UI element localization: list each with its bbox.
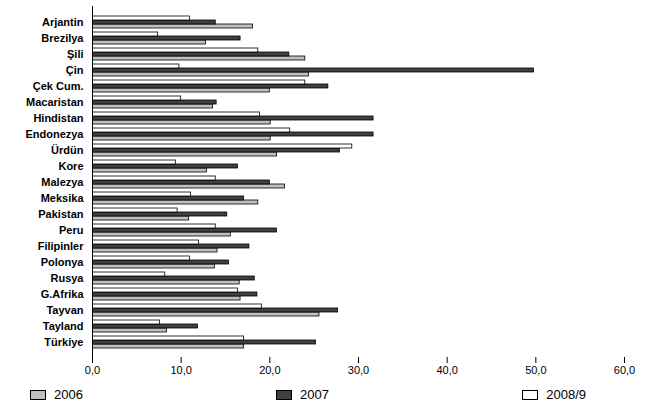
svg-text:Türkiye: Türkiye: [44, 336, 83, 348]
svg-text:0,0: 0,0: [85, 364, 100, 376]
svg-text:G.Afrika: G.Afrika: [41, 288, 85, 300]
svg-text:Meksika: Meksika: [41, 192, 85, 204]
svg-text:Endonezya: Endonezya: [25, 128, 84, 140]
svg-text:Çin: Çin: [66, 64, 84, 76]
svg-text:60,0: 60,0: [614, 364, 635, 376]
svg-text:Rusya: Rusya: [50, 272, 84, 284]
svg-text:Hindistan: Hindistan: [33, 112, 83, 124]
svg-text:Çek Cum.: Çek Cum.: [33, 80, 84, 92]
svg-text:50,0: 50,0: [525, 364, 546, 376]
svg-text:10,0: 10,0: [170, 364, 191, 376]
html-text:2006: 2006: [54, 387, 83, 402]
svg-text:Peru: Peru: [59, 224, 83, 236]
svg-text:Kore: Kore: [58, 160, 83, 172]
svg-text:Polonya: Polonya: [41, 256, 85, 268]
svg-text:Macaristan: Macaristan: [26, 96, 84, 108]
svg-text:Ürdün: Ürdün: [51, 144, 84, 156]
svg-text:Brezilya: Brezilya: [41, 32, 84, 44]
svg-text:Malezya: Malezya: [41, 176, 84, 188]
svg-text:Arjantin: Arjantin: [42, 16, 84, 28]
svg-text:Pakistan: Pakistan: [38, 208, 84, 220]
svg-text:Filipinler: Filipinler: [38, 240, 85, 252]
svg-text:Tayvan: Tayvan: [46, 304, 83, 316]
svg-text:Tayland: Tayland: [43, 320, 84, 332]
svg-text:20,0: 20,0: [259, 364, 280, 376]
html-text:2007: 2007: [300, 387, 329, 402]
svg-text:30,0: 30,0: [348, 364, 369, 376]
svg-text:40,0: 40,0: [436, 364, 457, 376]
svg-text:Şili: Şili: [67, 48, 84, 60]
html-text:2008/9: 2008/9: [546, 387, 586, 402]
